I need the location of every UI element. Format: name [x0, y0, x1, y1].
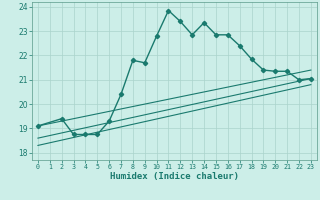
X-axis label: Humidex (Indice chaleur): Humidex (Indice chaleur) [110, 172, 239, 181]
